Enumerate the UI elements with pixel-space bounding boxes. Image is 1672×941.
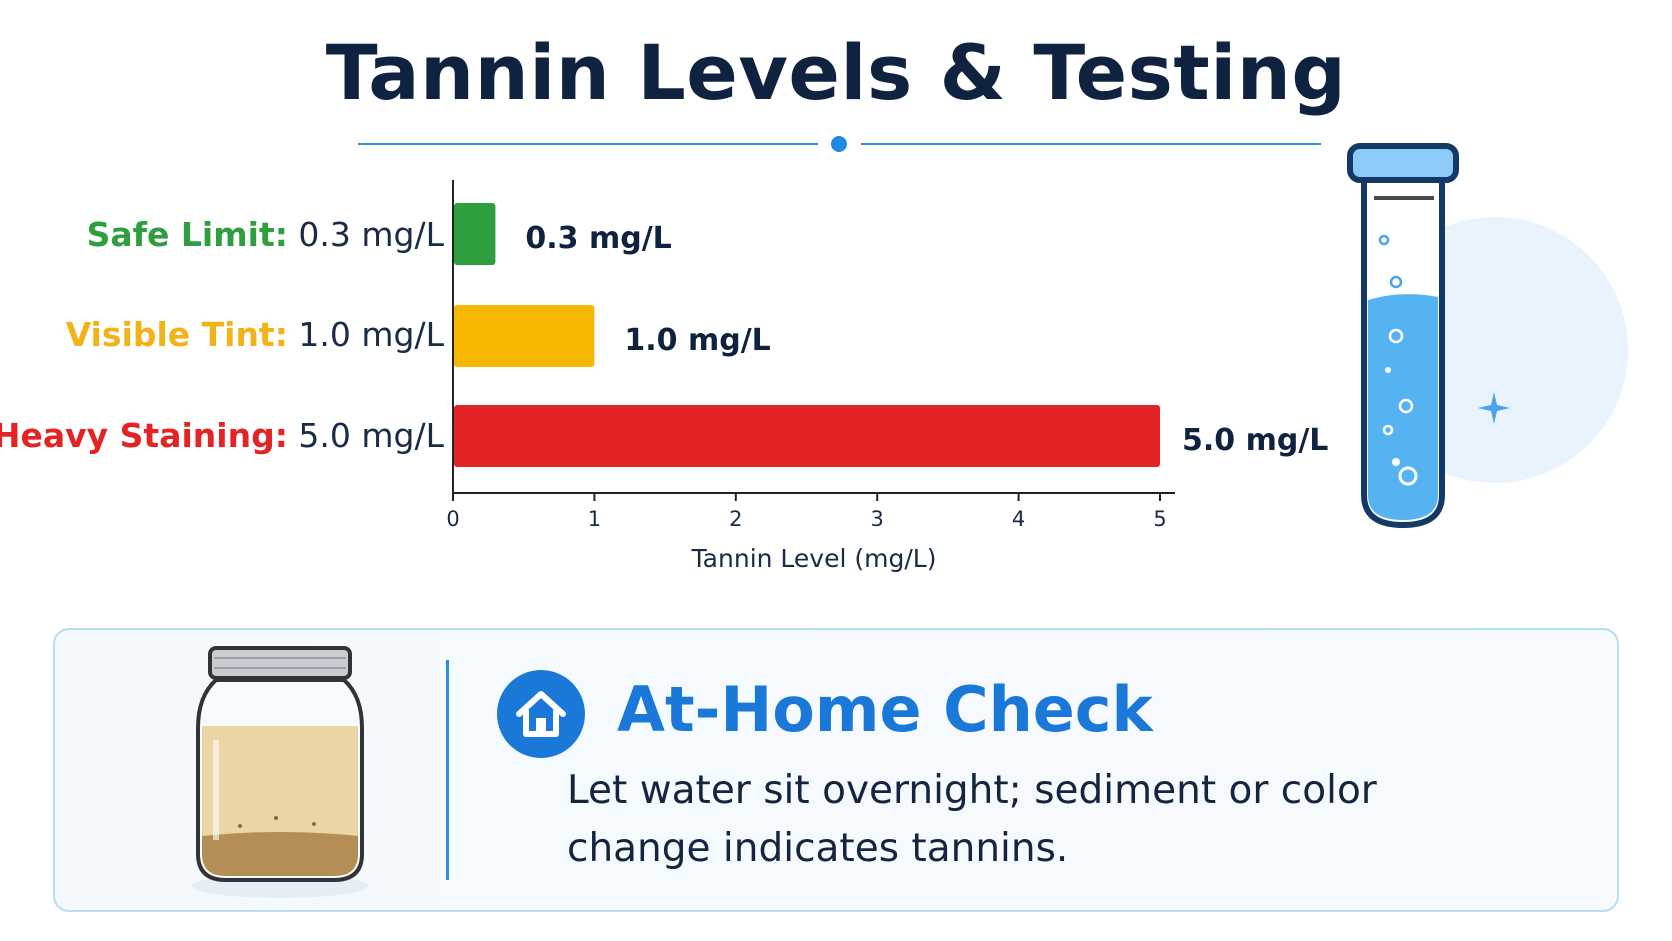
bar-value-label: 1.0 mg/L	[624, 323, 770, 358]
category-value: 5.0 mg/L	[298, 416, 444, 455]
bar-chart: 0.3 mg/L 1.0 mg/L 5.0 mg/L 0 1 2 3 4 5 Tannin L…	[446, 180, 1328, 573]
row-label-heavy-staining: Heavy Staining: 5.0 mg/L	[0, 416, 444, 456]
row-label-safe-limit: Safe Limit: 0.3 mg/L	[87, 215, 444, 255]
x-tick-label: 0	[446, 507, 459, 531]
at-home-check-description: Let water sit overnight; sediment or col…	[567, 768, 1377, 871]
bar-1	[454, 305, 595, 367]
category-value: 1.0 mg/L	[298, 315, 444, 354]
x-tick-label: 5	[1153, 507, 1166, 531]
house-icon	[497, 670, 585, 758]
at-home-check-title: At-Home Check	[617, 673, 1153, 746]
bar-value-label: 0.3 mg/L	[525, 221, 671, 256]
bar-0	[454, 203, 496, 265]
x-tick-label: 1	[588, 507, 601, 531]
x-axis-label: Tannin Level (mg/L)	[691, 544, 937, 573]
bar-2	[454, 405, 1160, 467]
title-divider	[358, 136, 1321, 152]
category-label: Safe Limit:	[86, 215, 288, 254]
water-jar-icon	[192, 646, 368, 898]
x-tick-label: 2	[729, 507, 742, 531]
panel-divider	[446, 660, 449, 880]
page-title: Tannin Levels & Testing	[325, 28, 1347, 117]
at-home-check-panel: At-Home Check Let water sit overnight; s…	[53, 628, 1619, 912]
test-tube-icon	[1347, 143, 1628, 529]
category-label: Visible Tint:	[65, 315, 288, 354]
category-label: Heavy Staining:	[0, 416, 288, 455]
x-tick-label: 3	[871, 507, 884, 531]
row-label-visible-tint: Visible Tint: 1.0 mg/L	[66, 315, 444, 355]
x-tick-label: 4	[1012, 507, 1025, 531]
category-value: 0.3 mg/L	[298, 215, 444, 254]
bar-value-label: 5.0 mg/L	[1182, 423, 1328, 458]
